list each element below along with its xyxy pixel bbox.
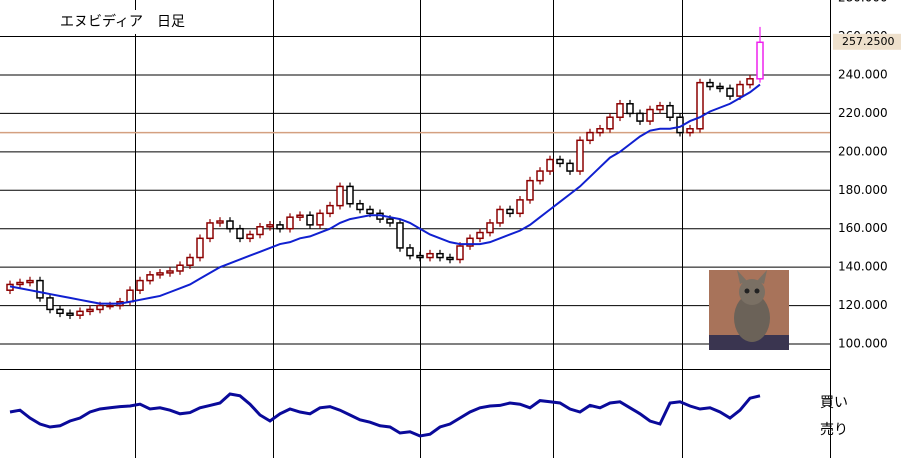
y-tick-label: 160.000 [838, 221, 888, 235]
candle-body [686, 128, 694, 134]
y-tick-label: 140.000 [838, 260, 888, 274]
candle-body [146, 274, 154, 282]
title-bg [56, 10, 186, 34]
candle-body [256, 226, 264, 236]
candle-body [106, 304, 114, 308]
candle-body [326, 204, 334, 215]
candle-body [536, 170, 544, 182]
candle-body [126, 289, 134, 303]
candle-body [716, 85, 724, 90]
candle-body [626, 103, 634, 115]
candle-body [486, 222, 494, 234]
candle-body [746, 78, 754, 86]
candle-body [436, 252, 444, 259]
candle-body [26, 279, 34, 284]
candle-body [406, 247, 414, 257]
photo-cat-ear [757, 270, 767, 284]
candle-body [576, 139, 584, 172]
candle-body [596, 128, 604, 134]
candle-body [66, 312, 74, 316]
candle-body [166, 270, 174, 274]
photo-cat-ear [737, 270, 747, 284]
candle-body [136, 279, 144, 291]
candle-body [346, 185, 354, 205]
candle-body [566, 162, 574, 172]
candle-body [526, 179, 534, 201]
candle-body [726, 87, 734, 97]
candle-body [336, 185, 344, 207]
candle-body [446, 256, 454, 261]
candle-body [756, 41, 764, 80]
candle-body [456, 245, 464, 261]
candle-body [366, 208, 374, 215]
candle-body [236, 227, 244, 240]
y-tick-label: 220.000 [838, 106, 888, 120]
candle-body [696, 81, 704, 130]
candle-body [426, 252, 434, 259]
candle-body [196, 237, 204, 259]
photo-blanket [709, 335, 789, 350]
cat-photo [709, 270, 789, 350]
last-price-label: 257.2500 [842, 35, 895, 48]
candle-body [36, 279, 44, 299]
candle-body [466, 237, 474, 247]
candle-body [246, 233, 254, 240]
y-tick-label: 100.000 [838, 337, 888, 351]
chart-title: エヌビディア 日足 [60, 13, 185, 30]
candle-body [516, 199, 524, 215]
candle-body [646, 108, 654, 122]
y-tick-label: 180.000 [838, 183, 888, 197]
candle-body [156, 272, 164, 276]
y-tick-label: 200.000 [838, 144, 888, 158]
candle-body [476, 231, 484, 240]
candle-body [206, 222, 214, 240]
y-tick-label: 120.000 [838, 298, 888, 312]
candle-body [636, 112, 644, 122]
candle-body [656, 104, 664, 111]
candle-body [276, 224, 284, 230]
candle-body [176, 264, 184, 272]
y-tick-label: 280.000 [838, 0, 888, 5]
photo-cat-body [734, 294, 770, 342]
candle-body [506, 208, 514, 215]
candle-body [666, 104, 674, 118]
oscillator-line [9, 392, 761, 438]
candle-body [96, 304, 104, 311]
candle-body [736, 83, 744, 97]
candle-body [706, 81, 714, 88]
candle-body [586, 131, 594, 142]
candle-body [266, 224, 274, 228]
candle-body [356, 202, 364, 211]
candle-body [496, 208, 504, 224]
candle-body [226, 220, 234, 230]
photo-cat-eye [754, 288, 760, 294]
candle-body [186, 256, 194, 266]
candle-body [306, 214, 314, 226]
candle-body [386, 218, 394, 224]
photo-cat-eye [744, 288, 750, 294]
candle-body [556, 158, 564, 165]
candle-body [16, 281, 24, 286]
last-price-box [833, 33, 901, 50]
candle-body [606, 116, 614, 130]
candle-body [396, 222, 404, 249]
candle-body [46, 297, 54, 311]
annotation: 売り [820, 422, 848, 438]
candle-body [616, 103, 624, 118]
candle-body [56, 308, 64, 315]
moving-average [9, 83, 761, 305]
photo-cat-head [739, 279, 765, 305]
candle-body [216, 220, 224, 224]
candle-body [416, 254, 424, 259]
candle-body [316, 212, 324, 226]
candle-body [76, 310, 84, 316]
candle-body [296, 214, 304, 218]
candle-body [86, 308, 94, 313]
candle-body [286, 216, 294, 230]
candle-body [546, 158, 554, 172]
annotation: 買い [820, 395, 848, 411]
y-tick-label: 240.000 [838, 67, 888, 81]
